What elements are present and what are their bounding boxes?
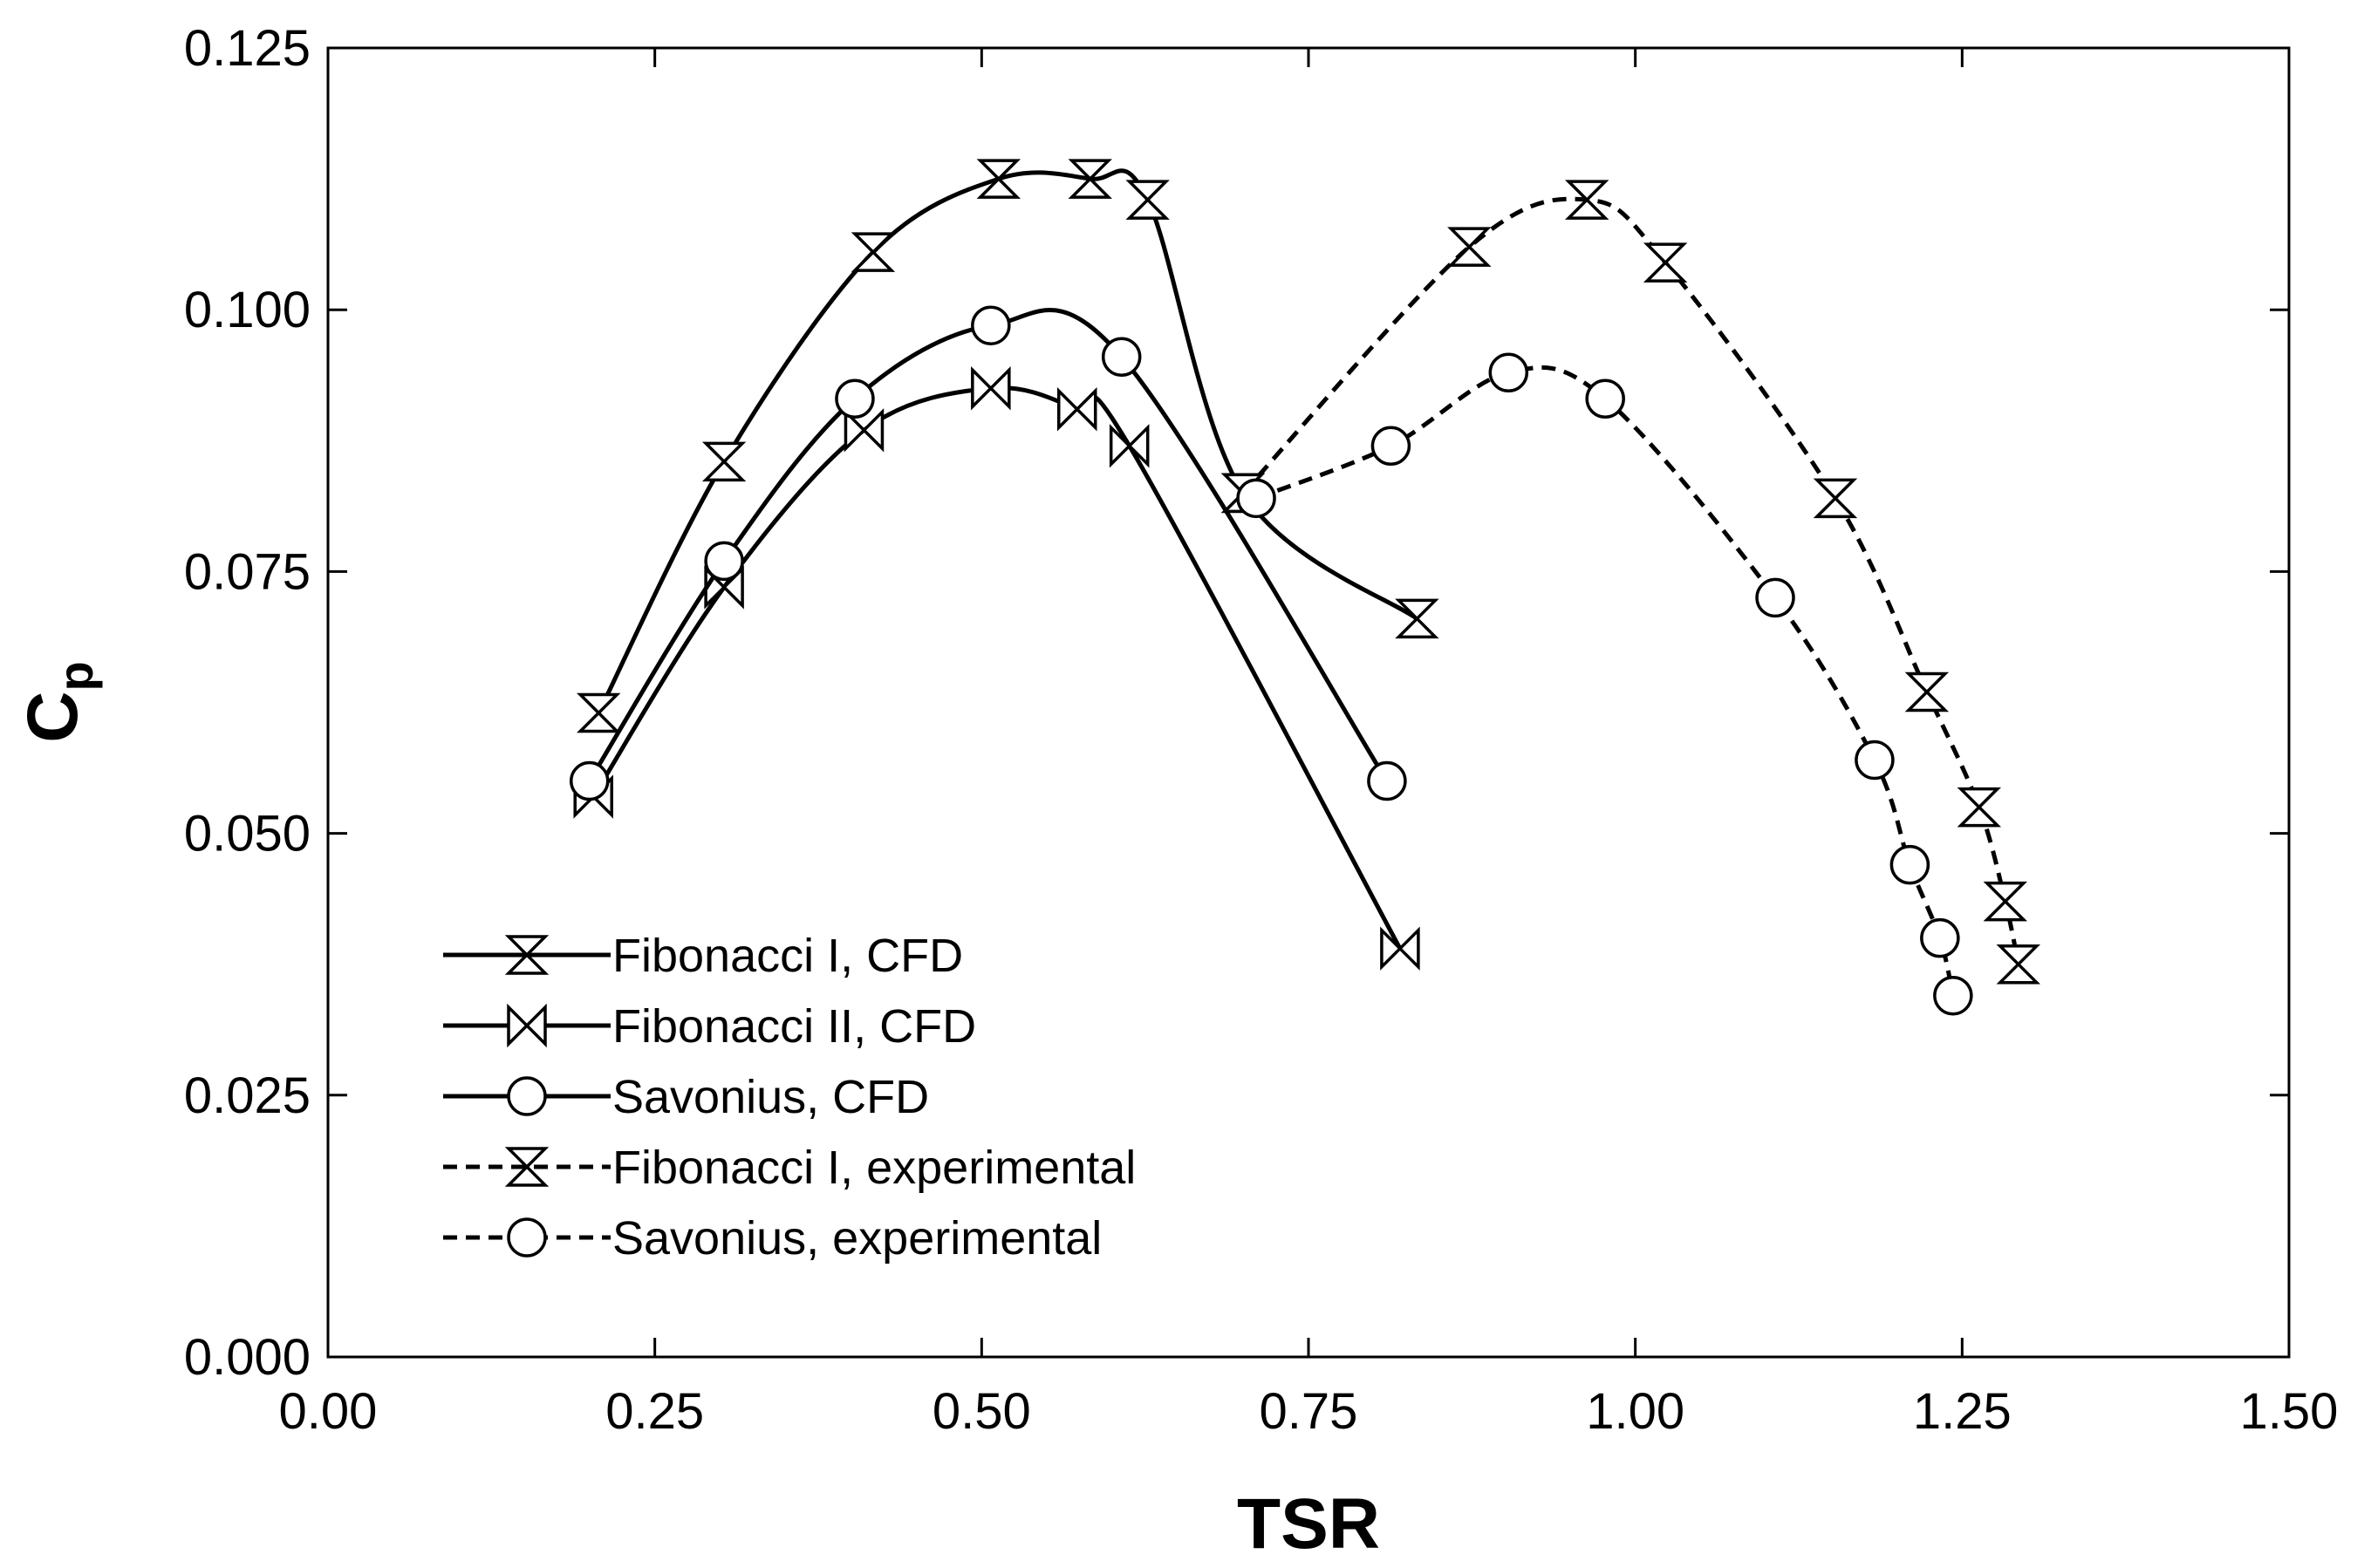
- legend-marker: [507, 1003, 547, 1048]
- x-tick-label: 1.00: [1586, 1383, 1684, 1440]
- series-5: [1236, 352, 1973, 1016]
- data-point: [1643, 242, 1688, 283]
- data-point: [1125, 180, 1170, 220]
- x-tick-label: 1.25: [1913, 1383, 2012, 1440]
- legend-label: Savonius, experimental: [612, 1212, 1102, 1265]
- data-point: [1068, 159, 1112, 199]
- legend-marker: [507, 1217, 547, 1258]
- legend-item: Savonius, experimental: [443, 1212, 1102, 1265]
- legend-item: Fibonacci I, CFD: [443, 930, 963, 982]
- y-tick-label: 0.100: [184, 282, 311, 338]
- legend-item: Fibonacci II, CFD: [443, 1000, 976, 1053]
- y-axis-title-sub: p: [48, 661, 103, 691]
- x-tick-label: 1.50: [2240, 1383, 2339, 1440]
- y-tick-label: 0.025: [184, 1067, 311, 1124]
- y-axis-title: Cp: [13, 661, 103, 742]
- data-point: [1056, 387, 1097, 432]
- data-point: [851, 232, 896, 272]
- data-point: [844, 408, 885, 453]
- y-tick-label: 0.050: [184, 806, 311, 862]
- data-point: [1920, 917, 1960, 958]
- data-point: [1957, 787, 2002, 828]
- data-point: [1855, 740, 1895, 781]
- ticks-layer: 0.00 0.25 0.50 0.75 1.00 1.25 1.50 0.000 0.025 0.…: [184, 20, 2339, 1440]
- y-tick-label: 0.125: [184, 20, 311, 77]
- data-point: [1933, 975, 1973, 1016]
- series-line: [587, 308, 1390, 782]
- series-3: [569, 305, 1407, 801]
- x-tick-label: 0.00: [279, 1383, 378, 1440]
- data-point: [1996, 944, 2041, 985]
- data-point: [971, 366, 1011, 411]
- legend-label: Fibonacci II, CFD: [612, 1000, 976, 1053]
- series-line: [1241, 196, 2021, 965]
- data-point: [1904, 672, 1950, 712]
- legend-item: Fibonacci I, experimental: [443, 1142, 1136, 1194]
- data-point: [704, 541, 744, 582]
- x-tick-label: 0.75: [1260, 1383, 1358, 1440]
- series-line: [1255, 365, 1956, 997]
- data-point: [835, 378, 875, 419]
- series-4: [1220, 180, 2041, 985]
- data-point: [1585, 378, 1625, 419]
- x-tick-label: 0.50: [933, 1383, 1031, 1440]
- data-point: [1488, 352, 1529, 392]
- data-point: [1109, 424, 1150, 468]
- data-point: [1101, 337, 1142, 377]
- svg-text:Cp: Cp: [13, 661, 103, 742]
- data-point: [1564, 180, 1609, 220]
- legend-label: Fibonacci I, CFD: [612, 930, 963, 982]
- legend-label: Fibonacci I, experimental: [612, 1142, 1136, 1194]
- data-point: [1755, 577, 1795, 618]
- data-point: [1367, 760, 1407, 801]
- y-tick-label: 0.000: [184, 1329, 311, 1386]
- data-point: [1370, 426, 1411, 467]
- data-point: [1380, 926, 1420, 971]
- data-point: [569, 760, 610, 801]
- x-tick-label: 0.25: [605, 1383, 704, 1440]
- series-2: [573, 366, 1420, 971]
- data-point: [1395, 598, 1439, 639]
- y-tick-label: 0.075: [184, 543, 311, 600]
- legend-label: Savonius, CFD: [612, 1071, 929, 1123]
- legend: Fibonacci I, CFD Fibonacci II, CFD Savoniu…: [443, 930, 1136, 1265]
- series-layer: [569, 159, 2041, 1016]
- y-axis-title-main: C: [13, 692, 92, 743]
- data-point: [976, 159, 1021, 199]
- data-point: [701, 441, 747, 482]
- legend-marker: [504, 1147, 550, 1187]
- data-point: [1813, 478, 1858, 519]
- legend-marker: [504, 935, 550, 975]
- data-point: [576, 692, 621, 733]
- data-point: [1983, 881, 2028, 922]
- data-point: [1236, 478, 1276, 519]
- x-axis-title: TSR: [1237, 1484, 1380, 1564]
- legend-marker: [507, 1076, 547, 1116]
- data-point: [1447, 227, 1492, 267]
- legend-item: Savonius, CFD: [443, 1071, 929, 1123]
- data-point: [1889, 844, 1930, 885]
- data-point: [971, 305, 1011, 345]
